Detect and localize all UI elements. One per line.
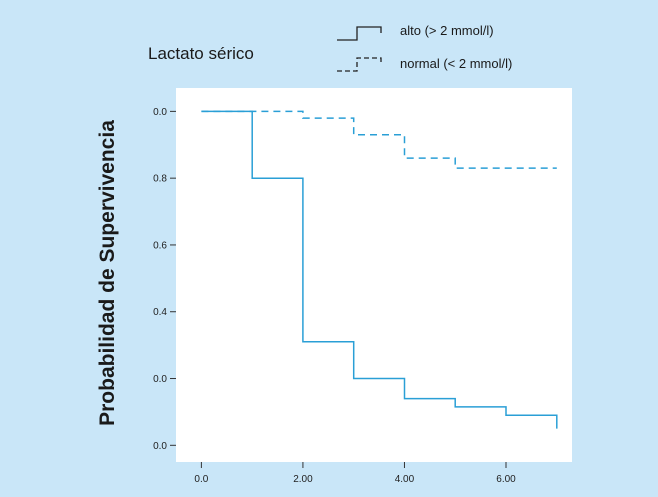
y-tick-label: 0.0 bbox=[153, 441, 167, 452]
y-axis-label: Probabilidad de Supervivencia bbox=[96, 120, 119, 426]
legend-swatch-normal bbox=[337, 57, 382, 72]
series-line-alto bbox=[201, 110, 558, 429]
x-tick-label: 2.00 bbox=[293, 474, 313, 485]
y-tick-label: 0.0 bbox=[153, 107, 167, 118]
y-tick-label: 0.6 bbox=[153, 240, 167, 251]
legend-label-normal: normal (< 2 mmol/l) bbox=[400, 56, 513, 71]
x-tick-label: 4.00 bbox=[395, 474, 415, 485]
legend-label-alto: alto (> 2 mmol/l) bbox=[400, 23, 494, 38]
plot-area bbox=[176, 88, 572, 462]
axes: 0.0 0.0 0.4 0.6 0.8 0.0 0.0 2.00 4.00 6.00 bbox=[153, 107, 516, 485]
y-tick-label: 0.0 bbox=[153, 374, 167, 385]
y-tick-label: 0.8 bbox=[153, 174, 167, 185]
x-tick-label: 0.0 bbox=[194, 474, 208, 485]
legend-swatch-alto bbox=[337, 26, 382, 41]
legend-title: Lactato sérico bbox=[148, 44, 254, 63]
series-layer bbox=[201, 110, 558, 429]
legend-swatches bbox=[337, 26, 382, 72]
y-tick-label: 0.4 bbox=[153, 307, 167, 318]
series-line-normal bbox=[201, 110, 557, 169]
x-tick-label: 6.00 bbox=[496, 474, 516, 485]
